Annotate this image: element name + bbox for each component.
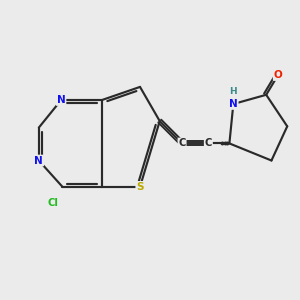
Text: N: N [57,95,65,105]
Text: C: C [205,138,212,148]
Text: C: C [178,138,186,148]
Text: H: H [230,87,237,96]
Text: N: N [34,155,43,166]
Text: Cl: Cl [48,198,59,208]
Text: S: S [136,182,144,192]
Text: N: N [229,99,238,109]
Text: O: O [274,70,282,80]
